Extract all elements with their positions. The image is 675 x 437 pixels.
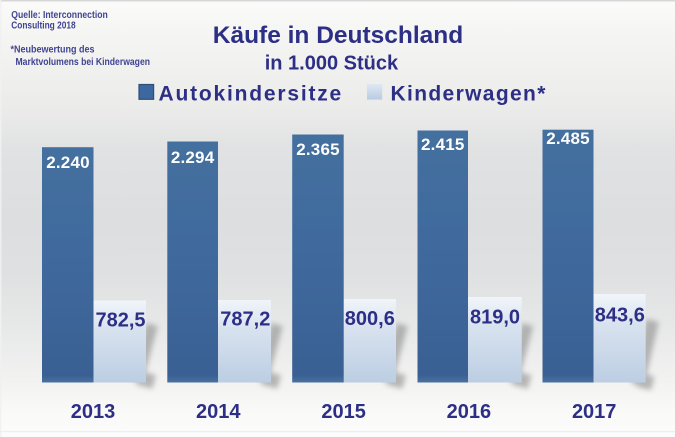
svg-text:2.240: 2.240 bbox=[46, 153, 90, 172]
svg-text:2013: 2013 bbox=[71, 401, 116, 423]
svg-text:2.415: 2.415 bbox=[421, 135, 465, 154]
svg-text:Consulting 2018: Consulting 2018 bbox=[11, 21, 76, 32]
svg-text:843,6: 843,6 bbox=[595, 304, 645, 326]
svg-text:*Neubewertung des: *Neubewertung des bbox=[11, 44, 95, 55]
svg-text:2.485: 2.485 bbox=[546, 129, 590, 148]
svg-text:2.294: 2.294 bbox=[171, 148, 215, 167]
svg-text:Autokindersitze: Autokindersitze bbox=[159, 82, 344, 105]
svg-text:2015: 2015 bbox=[321, 401, 366, 423]
svg-text:2017: 2017 bbox=[572, 401, 617, 423]
svg-text:2016: 2016 bbox=[447, 401, 492, 423]
svg-text:782,5: 782,5 bbox=[95, 309, 145, 331]
svg-text:800,6: 800,6 bbox=[345, 308, 395, 330]
svg-text:787,2: 787,2 bbox=[220, 309, 270, 331]
svg-text:Käufe in Deutschland: Käufe in Deutschland bbox=[213, 22, 463, 49]
svg-text:Quelle: Interconnection: Quelle: Interconnection bbox=[11, 10, 108, 21]
svg-text:2.365: 2.365 bbox=[296, 140, 340, 159]
svg-text:2014: 2014 bbox=[196, 401, 241, 423]
svg-text:Marktvolumens bei Kinderwagen: Marktvolumens bei Kinderwagen bbox=[16, 57, 151, 68]
svg-text:in 1.000 Stück: in 1.000 Stück bbox=[265, 53, 399, 75]
svg-text:Kinderwagen*: Kinderwagen* bbox=[391, 82, 547, 105]
svg-text:819,0: 819,0 bbox=[470, 307, 520, 329]
